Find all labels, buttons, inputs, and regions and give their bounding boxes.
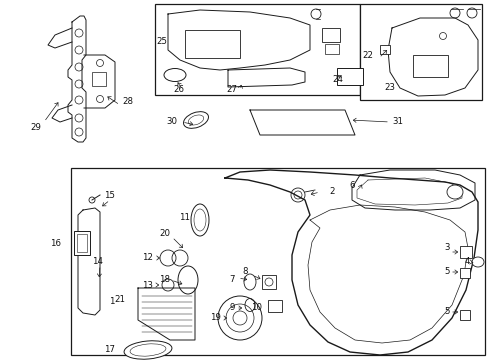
Ellipse shape <box>124 341 172 359</box>
Ellipse shape <box>446 185 462 199</box>
Bar <box>184 30 240 58</box>
Bar <box>77 234 87 252</box>
Bar <box>262 275 275 289</box>
Text: 31: 31 <box>392 117 403 126</box>
Text: 12: 12 <box>142 253 153 262</box>
Text: 6: 6 <box>348 180 354 189</box>
Bar <box>359 4 481 100</box>
Text: 20: 20 <box>159 230 170 238</box>
Text: 3: 3 <box>443 243 449 252</box>
Bar <box>459 310 469 320</box>
Text: 30: 30 <box>166 117 177 126</box>
Text: 18: 18 <box>159 275 170 284</box>
Ellipse shape <box>130 344 165 356</box>
Text: 17: 17 <box>104 346 115 355</box>
Text: 16: 16 <box>50 239 61 248</box>
Text: 26: 26 <box>173 85 184 94</box>
Ellipse shape <box>191 204 208 236</box>
Text: 10: 10 <box>251 303 262 312</box>
Text: 27: 27 <box>226 85 237 94</box>
Text: 23: 23 <box>384 84 395 93</box>
Text: 13: 13 <box>142 280 153 289</box>
Ellipse shape <box>188 115 203 125</box>
Bar <box>71 168 484 355</box>
Bar <box>336 68 362 85</box>
Text: 21: 21 <box>114 296 125 305</box>
Text: 29: 29 <box>30 123 41 132</box>
Bar <box>325 44 338 54</box>
Bar <box>267 300 282 312</box>
Bar <box>321 28 339 42</box>
Text: 5: 5 <box>443 267 449 276</box>
Bar <box>459 246 471 258</box>
Ellipse shape <box>183 112 208 128</box>
Text: 15: 15 <box>104 192 115 201</box>
Bar <box>459 268 469 278</box>
Text: 14: 14 <box>92 257 103 266</box>
Bar <box>92 72 106 86</box>
Ellipse shape <box>244 274 256 290</box>
Text: 5: 5 <box>443 307 449 316</box>
Bar <box>74 231 90 255</box>
Text: 9: 9 <box>229 303 234 312</box>
Text: 19: 19 <box>209 314 220 323</box>
Ellipse shape <box>194 209 205 231</box>
Text: 28: 28 <box>122 98 133 107</box>
Text: 7: 7 <box>229 275 234 284</box>
Text: 22: 22 <box>362 50 373 59</box>
Text: 8: 8 <box>242 267 247 276</box>
Ellipse shape <box>244 298 254 311</box>
Text: 25: 25 <box>156 37 167 46</box>
Bar <box>155 4 359 95</box>
Ellipse shape <box>471 257 483 267</box>
Text: 1: 1 <box>109 297 115 306</box>
Ellipse shape <box>163 68 185 81</box>
Text: 11: 11 <box>179 213 190 222</box>
Text: 4: 4 <box>463 257 469 266</box>
Text: 24: 24 <box>332 76 343 85</box>
Text: 2: 2 <box>328 188 334 197</box>
Ellipse shape <box>178 266 198 294</box>
Bar <box>379 45 389 54</box>
Bar <box>412 55 447 77</box>
